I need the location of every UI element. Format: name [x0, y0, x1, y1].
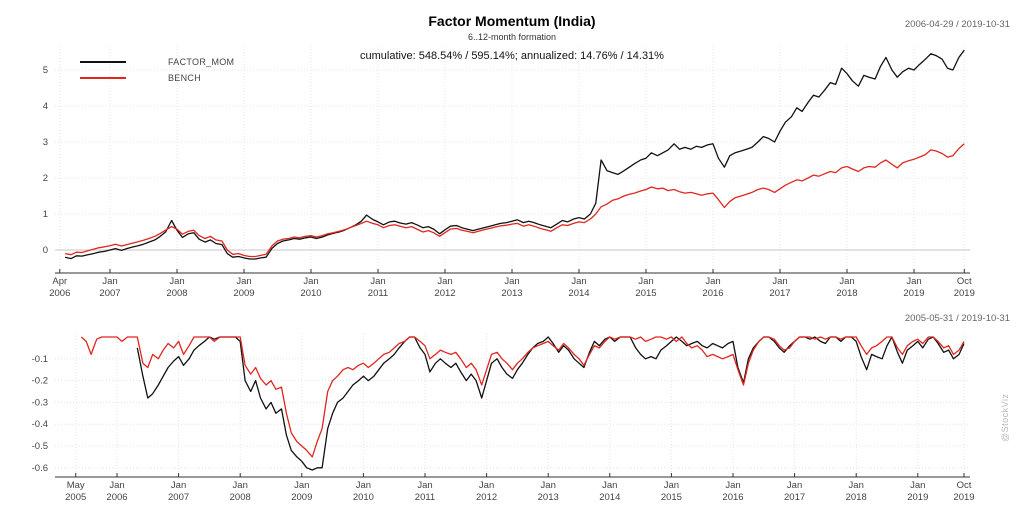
y-axis-tick-label: -0.6 — [32, 463, 48, 474]
series-line-bench_dd — [80, 336, 965, 458]
x-axis-tick-label: Jan 2017 — [769, 276, 790, 299]
legend-label-factor-mom: FACTOR_MOM — [168, 57, 235, 67]
y-axis-tick-label: -0.4 — [32, 419, 48, 430]
x-axis-tick-label: Jan 2015 — [661, 480, 682, 503]
series-line-bench — [64, 143, 965, 258]
y-axis-tick-label: 5 — [43, 65, 48, 76]
x-axis-tick-label: Jan 2014 — [568, 276, 589, 299]
x-axis-tick-label: Jan 2006 — [106, 480, 127, 503]
chart-panel-0: 0 1 2 3 4 5 Apr 2006 Jan 2007 Jan 2008 Jan 2009 Jan 201… — [43, 46, 975, 299]
y-axis-tick-label: -0.5 — [32, 441, 48, 452]
x-axis-tick-label: Jan 2008 — [166, 276, 187, 299]
x-axis-tick-label: Jan 2007 — [99, 276, 120, 299]
x-axis-tick-label: Jan 2019 — [903, 276, 924, 299]
x-axis-tick-label: Jan 2016 — [722, 480, 743, 503]
stockviz-watermark: @StockViz — [1000, 393, 1010, 443]
bottom-chart-date-range: 2005-05-31 / 2019-10-31 — [904, 313, 1010, 324]
legend-item-factor-mom: FACTOR_MOM — [80, 54, 234, 70]
legend-label-bench: BENCH — [168, 73, 202, 83]
top-chart-date-range: 2006-04-29 / 2019-10-31 — [904, 19, 1010, 30]
y-axis-tick-label: -0.1 — [32, 354, 48, 365]
legend: FACTOR_MOM BENCH — [80, 54, 234, 86]
x-axis-tick-label: Jan 2012 — [434, 276, 455, 299]
x-axis-tick-label: Jan 2018 — [836, 276, 857, 299]
y-axis-tick-label: 1 — [43, 209, 48, 220]
performance-annotation: cumulative: 548.54% / 595.14%; annualize… — [360, 50, 664, 62]
x-axis-tick-label: Jan 2019 — [907, 480, 928, 503]
factor-mom-line-swatch — [80, 61, 126, 63]
y-axis-tick-label: 3 — [43, 137, 48, 148]
page-title: Factor Momentum (India) — [428, 13, 596, 29]
x-axis-tick-label: Jan 2010 — [353, 480, 374, 503]
x-axis-tick-label: Apr 2006 — [49, 276, 70, 299]
x-axis-tick-label: Jan 2009 — [291, 480, 312, 503]
x-axis-tick-label: Oct 2019 — [954, 276, 975, 299]
y-axis-tick-label: 0 — [43, 245, 48, 256]
y-axis-tick-label: -0.2 — [32, 376, 48, 387]
x-axis-tick-label: Oct 2019 — [953, 480, 974, 503]
x-axis-tick-label: Jan 2011 — [368, 276, 388, 299]
x-axis-tick-label: Jan 2015 — [635, 276, 656, 299]
page-subtitle: 6..12-month formation — [467, 32, 557, 42]
x-axis-tick-label: Jan 2010 — [300, 276, 321, 299]
y-axis-tick-label: 4 — [43, 101, 48, 112]
y-axis-tick-label: -0.3 — [32, 397, 48, 408]
x-axis-tick-label: Jan 2018 — [846, 480, 867, 503]
x-axis-tick-label: Jan 2007 — [168, 480, 189, 503]
series-line-factor_mom_dd — [136, 336, 965, 471]
x-axis-tick-label: Jan 2011 — [415, 480, 435, 503]
y-axis-tick-label: 2 — [43, 173, 48, 184]
x-axis-tick-label: Jan 2013 — [538, 480, 559, 503]
x-axis-tick-label: Jan 2012 — [476, 480, 497, 503]
chart-panel-1: -0.1 -0.2 -0.3 -0.4 -0.5 -0.6 May 2005 Jan 2006 Ja… — [32, 333, 975, 503]
bench-line-swatch — [80, 77, 126, 79]
x-axis-tick-label: Jan 2013 — [501, 276, 522, 299]
x-axis-tick-label: Jan 2017 — [784, 480, 805, 503]
x-axis-tick-label: Jan 2008 — [230, 480, 251, 503]
x-axis-tick-label: Jan 2016 — [702, 276, 723, 299]
x-axis-tick-label: Jan 2009 — [233, 276, 254, 299]
x-axis-tick-label: May 2005 — [65, 480, 86, 503]
legend-item-bench: BENCH — [80, 70, 234, 86]
x-axis-tick-label: Jan 2014 — [599, 480, 620, 503]
series-line-factor_mom — [64, 49, 965, 260]
